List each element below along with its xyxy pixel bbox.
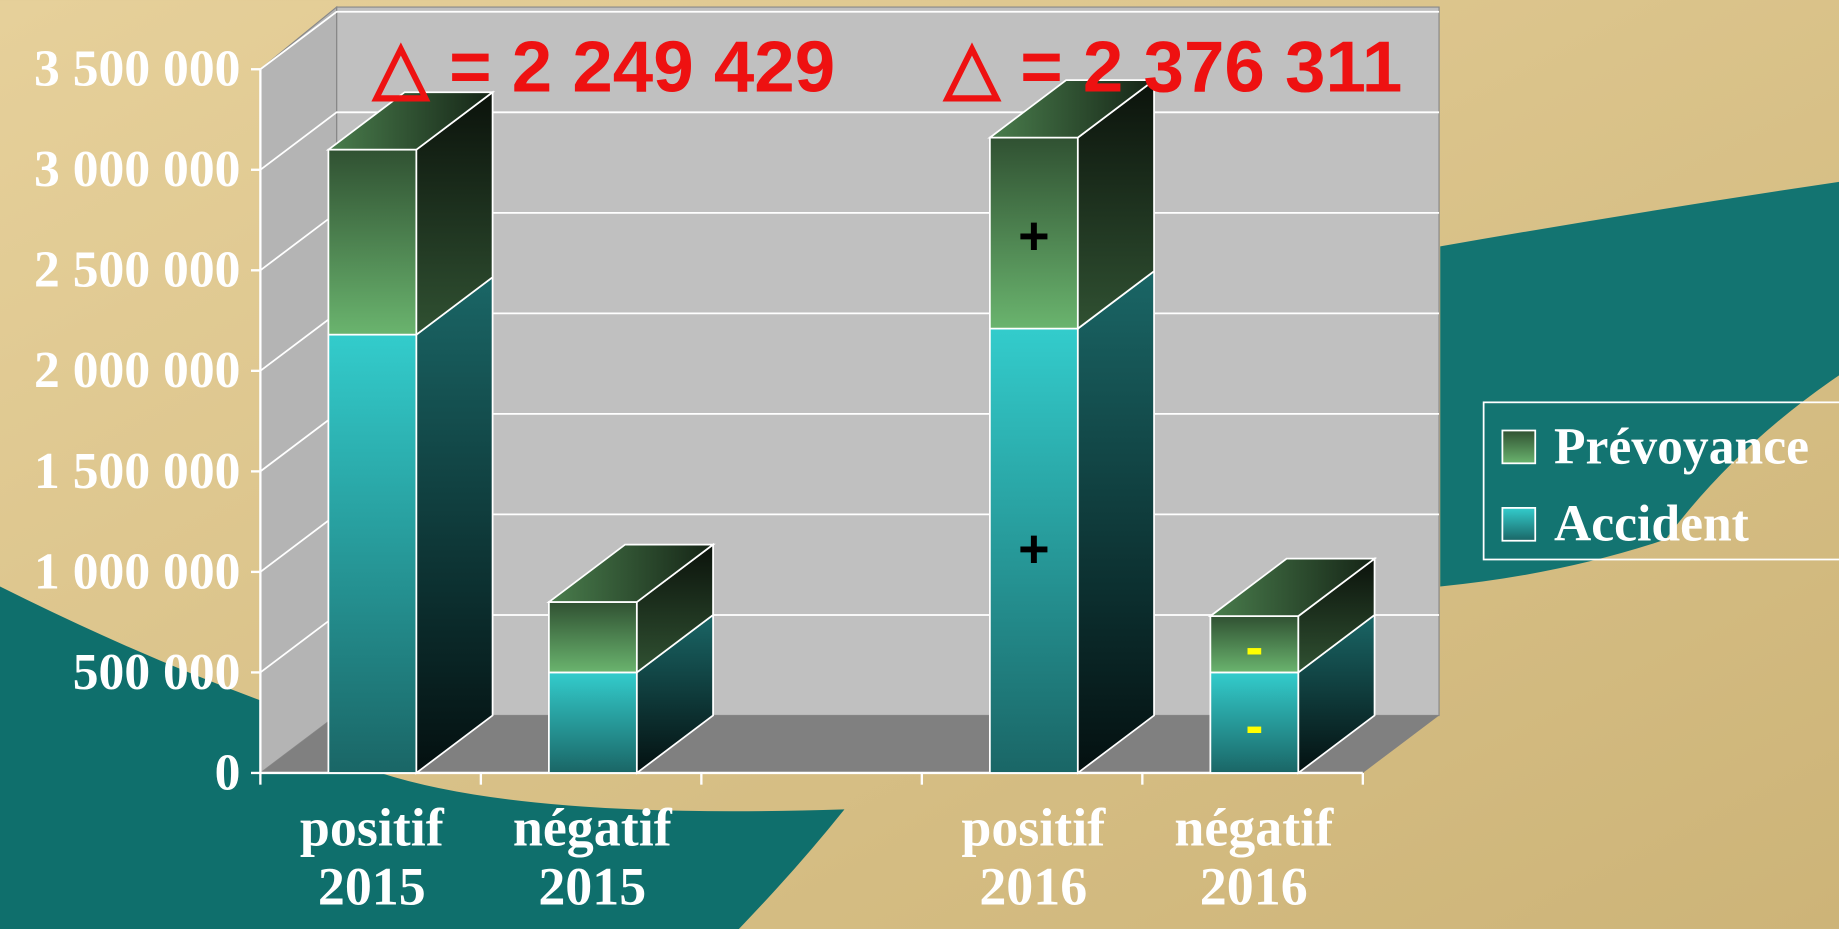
y-tick-label: 500 000	[73, 644, 241, 701]
y-tick-label: 2 500 000	[34, 242, 240, 299]
x-tick-label: positif 2015	[299, 798, 444, 917]
bar-segment	[325, 90, 496, 337]
y-tick-label: 3 500 000	[34, 41, 240, 98]
bar-segment	[988, 269, 1155, 775]
bar-front	[327, 333, 418, 774]
legend-swatch	[1501, 429, 1537, 465]
bar-top	[1207, 557, 1378, 618]
bar-segment	[1207, 556, 1378, 675]
y-tick-label: 1 500 000	[34, 443, 240, 500]
legend-label: Accident	[1554, 496, 1749, 553]
y-tick-label: 0	[215, 744, 241, 801]
x-label-box: positif 2016	[961, 798, 1106, 917]
decor	[1440, 181, 1839, 587]
bar-top	[546, 543, 716, 603]
bar-front	[988, 136, 1079, 330]
x-tick-label: négatif 2016	[1174, 798, 1334, 917]
legend-box	[1482, 401, 1839, 561]
decor	[0, 586, 845, 929]
bar-segment	[987, 78, 1157, 331]
bar-segment	[327, 275, 494, 775]
segment-sign: -	[1245, 617, 1263, 677]
annotation: △ = 2 249 429	[371, 27, 835, 108]
segment-sign: +	[1018, 206, 1050, 266]
bar-top	[325, 91, 496, 151]
x-tick-label: négatif 2015	[512, 798, 672, 917]
bar-front	[1209, 671, 1300, 774]
segment-sign: +	[1018, 519, 1050, 579]
bar-segment	[546, 542, 716, 675]
segment-sign: -	[1245, 696, 1263, 756]
bar-side	[1076, 269, 1155, 775]
annotation: △ = 2 376 311	[942, 27, 1402, 108]
y-tick-label: 2 000 000	[34, 342, 240, 399]
x-tick-label: positif 2016	[961, 798, 1106, 917]
bar-front	[548, 671, 638, 774]
bar-segment	[548, 613, 714, 775]
grid-line	[259, 10, 1440, 70]
y-tick-label: 1 000 000	[34, 543, 240, 600]
bar-side	[415, 275, 494, 775]
legend-label: Prévoyance	[1554, 418, 1809, 475]
bar-segment	[1209, 613, 1376, 775]
x-label-box: négatif 2016	[1174, 798, 1334, 917]
bar-front	[548, 601, 638, 674]
y-tick-label: 3 000 000	[34, 141, 240, 198]
bar-front	[988, 327, 1079, 774]
bar-top	[987, 79, 1157, 139]
bar-front	[327, 148, 418, 336]
x-label-box: positif 2015	[299, 798, 444, 917]
legend-swatch	[1501, 507, 1537, 542]
bar-front	[1209, 615, 1300, 674]
x-label-box: négatif 2015	[512, 798, 672, 917]
